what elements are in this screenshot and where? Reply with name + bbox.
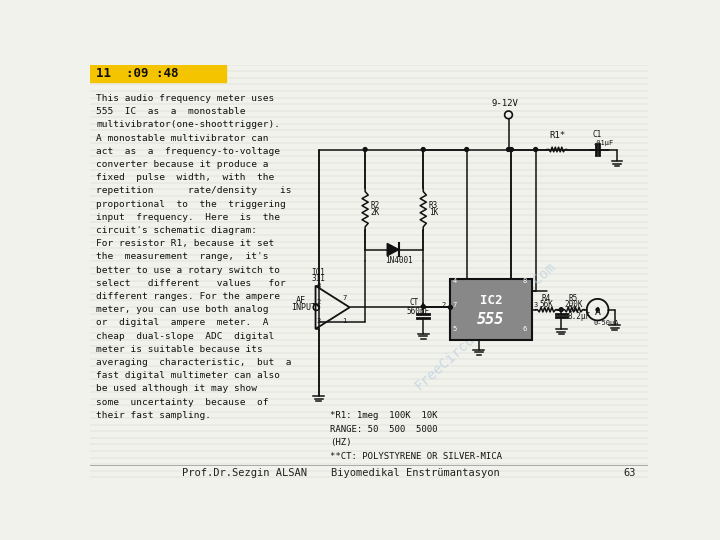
Text: Prof.Dr.Sezgin ALSAN: Prof.Dr.Sezgin ALSAN xyxy=(182,468,307,478)
Text: 8: 8 xyxy=(316,283,320,289)
Circle shape xyxy=(421,147,426,151)
Text: CT: CT xyxy=(409,298,418,307)
Text: 56K: 56K xyxy=(539,300,554,309)
Text: AF: AF xyxy=(295,296,305,305)
Bar xyxy=(90,65,225,82)
Text: *R1: 1meg  100K  10K
RANGE: 50  500  5000
(HZ)
**CT: POLYSTYRENE OR SILVER-MICA: *R1: 1meg 100K 10K RANGE: 50 500 5000 (H… xyxy=(330,411,503,461)
Text: 3: 3 xyxy=(316,318,320,324)
Text: 311: 311 xyxy=(312,274,325,283)
Polygon shape xyxy=(387,244,399,256)
Text: 0-50uA: 0-50uA xyxy=(594,320,619,326)
Text: C1: C1 xyxy=(593,130,601,139)
Text: 560pF: 560pF xyxy=(406,307,429,316)
Text: 200K: 200K xyxy=(564,300,583,309)
Text: IC1: IC1 xyxy=(312,268,325,277)
Text: 2: 2 xyxy=(441,302,446,308)
Text: 5: 5 xyxy=(453,326,457,332)
Text: 7: 7 xyxy=(343,295,347,301)
Text: Biyomedikal Enstrümantasyon: Biyomedikal Enstrümantasyon xyxy=(331,468,500,478)
Text: .01µF: .01µF xyxy=(593,140,613,146)
Text: 2: 2 xyxy=(316,299,320,305)
Text: 4: 4 xyxy=(453,279,457,285)
Text: R1*: R1* xyxy=(549,131,566,140)
Text: R2: R2 xyxy=(371,201,380,210)
Text: 1N4001: 1N4001 xyxy=(385,256,413,265)
Text: 8: 8 xyxy=(523,279,527,285)
Text: This audio frequency meter uses
555  IC  as  a  monostable
multivibrator(one-sho: This audio frequency meter uses 555 IC a… xyxy=(96,94,292,420)
Text: 6: 6 xyxy=(523,326,527,332)
Text: R4: R4 xyxy=(542,294,551,303)
Text: 11  :09 :48: 11 :09 :48 xyxy=(96,67,179,80)
Text: A: A xyxy=(595,307,600,317)
Text: 7: 7 xyxy=(453,302,457,308)
Text: 2K: 2K xyxy=(371,208,380,217)
Circle shape xyxy=(559,308,563,312)
Text: R3: R3 xyxy=(428,201,438,210)
Text: 9-12V: 9-12V xyxy=(492,99,518,107)
Circle shape xyxy=(507,147,510,151)
Circle shape xyxy=(596,308,599,311)
Text: 63: 63 xyxy=(624,468,636,478)
Circle shape xyxy=(421,305,426,308)
Text: R5: R5 xyxy=(569,294,578,303)
Circle shape xyxy=(464,147,469,151)
Circle shape xyxy=(510,147,513,151)
Text: 8.2µF: 8.2µF xyxy=(567,312,590,321)
Text: 555: 555 xyxy=(477,312,505,327)
Text: 1: 1 xyxy=(343,318,347,324)
Bar xyxy=(451,279,532,340)
Text: 1K: 1K xyxy=(428,208,438,217)
Text: IC2: IC2 xyxy=(480,294,503,307)
Circle shape xyxy=(534,147,538,151)
Text: INPUT: INPUT xyxy=(292,303,317,313)
Circle shape xyxy=(363,147,367,151)
Text: FreeCircuitDiagram.Com: FreeCircuitDiagram.Com xyxy=(412,260,559,394)
Text: C4: C4 xyxy=(567,305,577,314)
Circle shape xyxy=(449,306,452,309)
Text: 3: 3 xyxy=(534,302,538,308)
